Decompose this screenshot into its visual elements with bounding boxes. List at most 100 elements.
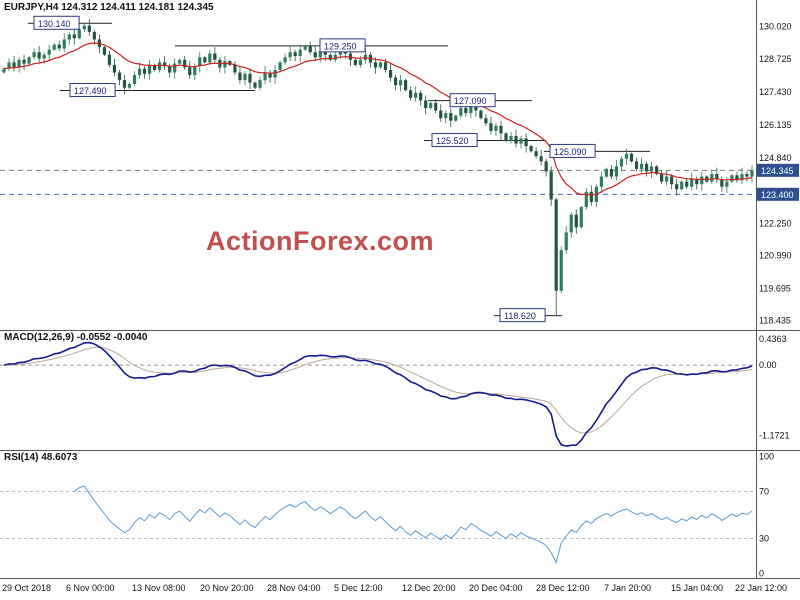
x-axis-label: 7 Jan 20:00	[604, 583, 651, 593]
candle-body	[434, 102, 438, 111]
candle-body	[398, 80, 403, 86]
candle-body	[649, 166, 654, 172]
candle-body	[634, 161, 639, 169]
candle-body	[47, 49, 51, 55]
candle-body	[414, 92, 418, 98]
candle-body	[323, 50, 327, 55]
candle-body	[494, 125, 498, 131]
level-label-box	[69, 83, 116, 98]
candle-body	[318, 50, 322, 58]
macd-axis-tick: 0.4363	[759, 334, 787, 344]
candle-body	[644, 163, 649, 172]
level-label: 127.090	[454, 96, 487, 106]
candle-body	[173, 63, 177, 73]
candle-body	[137, 68, 142, 76]
price-axis-tick: 124.840	[759, 153, 792, 163]
candle-body	[208, 53, 212, 63]
candle-body	[198, 57, 202, 67]
candle-body	[489, 123, 493, 131]
candle-body	[690, 179, 694, 187]
candle-body	[574, 214, 578, 228]
candle-body	[62, 39, 66, 49]
candle-body	[12, 62, 16, 68]
candle-body	[639, 163, 644, 169]
candle-body	[293, 52, 297, 57]
candle-body	[358, 59, 363, 65]
rsi-axis-tick: 70	[759, 487, 769, 497]
candle-body	[213, 53, 217, 60]
price-axis-tick: 118.435	[759, 315, 791, 325]
candle-body	[589, 191, 593, 202]
level-label-box	[499, 308, 546, 323]
candle-body	[459, 108, 463, 116]
candle-body	[107, 54, 112, 65]
rsi-panel-title: RSI(14) 48.6073	[4, 452, 78, 463]
candle-body	[22, 59, 26, 64]
candle-body	[52, 44, 56, 50]
macd-line	[3, 341, 753, 447]
candle-body	[614, 166, 619, 177]
candle-body	[223, 61, 227, 68]
x-axis-label: 5 Dec 12:00	[334, 583, 383, 593]
candle-body	[117, 72, 122, 81]
candle-body	[228, 61, 232, 65]
candle-body	[168, 66, 172, 73]
level-label-box	[33, 15, 80, 30]
price-axis-tick: 130.020	[759, 21, 792, 31]
candle-body	[393, 77, 398, 86]
candle-body	[183, 59, 187, 68]
candle-body	[529, 146, 533, 152]
candle-body	[278, 62, 282, 70]
candle-body	[268, 72, 272, 78]
candle-body	[404, 80, 408, 91]
candle-body	[539, 156, 543, 162]
candle-body	[629, 153, 634, 162]
level-label: 130.140	[38, 19, 71, 29]
candle-body	[32, 52, 36, 58]
current-price-box	[757, 163, 799, 177]
candle-body	[439, 110, 443, 119]
candle-body	[353, 59, 357, 65]
candle-body	[750, 170, 754, 177]
watermark: ActionForex.com	[206, 226, 435, 256]
candle-body	[42, 54, 46, 59]
level-label-box	[319, 38, 366, 53]
candle-body	[122, 80, 127, 88]
level-label: 129.250	[324, 41, 357, 51]
candle-body	[680, 181, 684, 190]
candle-body	[449, 113, 453, 121]
candle-body	[609, 168, 614, 177]
candle-body	[715, 174, 719, 180]
candle-body	[7, 62, 11, 69]
level-label: 125.520	[436, 136, 469, 146]
candle-body	[77, 29, 81, 39]
candle-body	[655, 166, 659, 175]
price-axis-tick: 128.725	[759, 54, 792, 64]
candle-body	[333, 54, 337, 60]
price-axis-tick: 127.430	[759, 87, 792, 97]
x-axis-label: 6 Nov 00:00	[66, 583, 115, 593]
rsi-line	[73, 485, 753, 564]
candle-body	[92, 31, 96, 40]
candle-body	[619, 158, 624, 167]
candle-body	[313, 52, 317, 58]
x-axis-label: 29 Oct 2018	[2, 583, 51, 593]
candle-body	[2, 68, 6, 73]
candle-body	[745, 174, 749, 177]
candle-body	[579, 207, 583, 228]
candle-body	[153, 64, 157, 70]
candle-body	[258, 80, 262, 88]
candle-body	[243, 73, 247, 81]
x-axis-label: 20 Nov 20:00	[200, 583, 254, 593]
candle-body	[378, 62, 383, 68]
candle-body	[725, 181, 729, 187]
candle-body	[624, 153, 629, 159]
candle-body	[720, 179, 724, 187]
candle-body	[730, 175, 734, 182]
candle-body	[509, 135, 513, 142]
candle-body	[127, 83, 132, 88]
candle-body	[685, 181, 689, 187]
candle-body	[660, 174, 664, 182]
